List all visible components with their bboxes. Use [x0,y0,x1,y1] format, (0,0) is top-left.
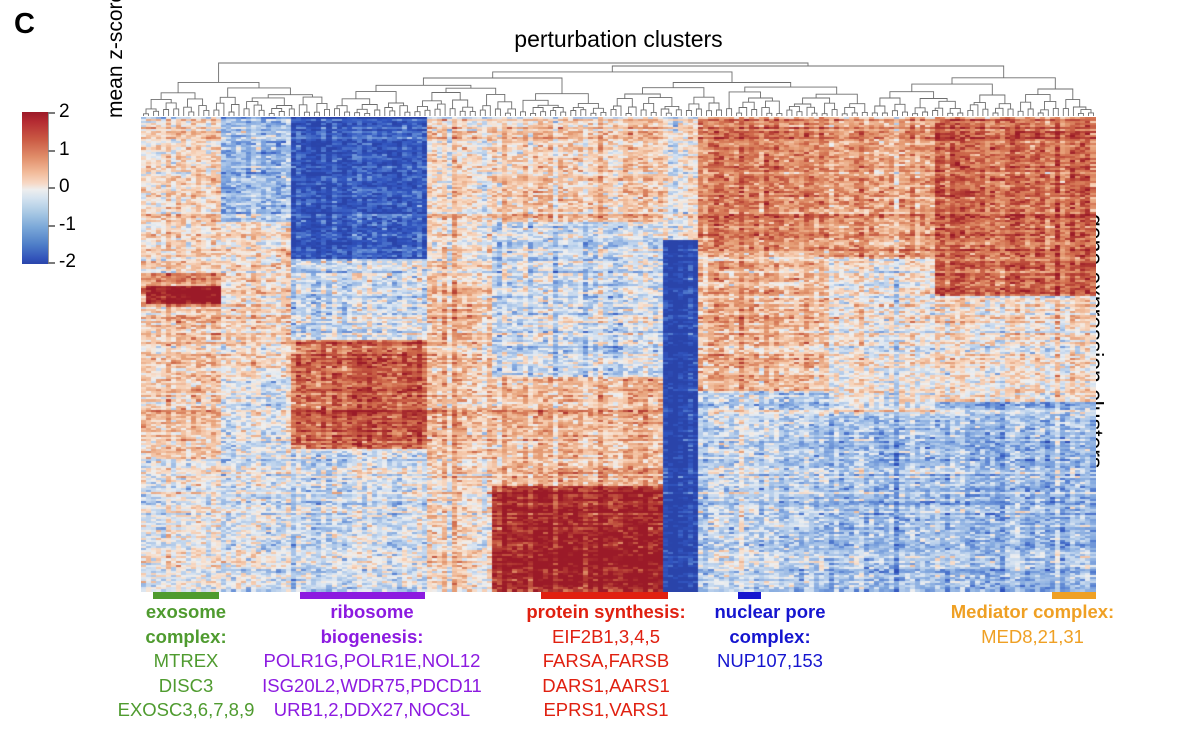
colorbar-tick-mark [48,112,55,114]
cluster-gene-line: ISG20L2,WDR75,PDCD11 [262,674,482,696]
colorbar-tick-label: -1 [59,213,76,235]
cluster-title-line: ribosome [330,601,414,622]
cluster-gene-line: EXOSC3,6,7,8,9 [117,699,255,721]
colorbar-tick-label: 1 [59,138,70,160]
cluster-bar-mediator-complex [1052,592,1096,599]
cluster-label-protein-synthesis: protein synthesis: EIF2B1,3,4,5 FARSA,FARS… [500,600,712,723]
cluster-gene-line: URB1,2,DDX27,NOC3L [273,699,471,721]
panel-label: C [14,8,35,40]
cluster-gene-line: DISC3 [158,674,214,696]
cluster-gene-line: MED8,21,31 [981,625,1084,647]
cluster-bar-ribosome-biogenesis [300,592,425,599]
cluster-gene-line: FARSA,FARSB [542,650,670,672]
colorbar-tick-label: 0 [59,176,70,197]
cluster-bar-protein-synthesis [541,592,668,599]
colorbar-tick-label: -2 [59,251,76,272]
cluster-label-mediator-complex: Mediator complex: MED8,21,31 [925,600,1140,649]
cluster-bar-nuclear-pore-complex [738,592,761,599]
cluster-title-line: complex: [729,625,811,647]
colorbar-gradient [22,112,48,264]
dendrogram-branches [143,62,1094,116]
cluster-bar-exosome-complex [153,592,219,599]
cluster-gene-line: POLR1G,POLR1E,NOL12 [263,650,481,672]
cluster-title-line: Mediator complex: [950,601,1115,622]
cluster-label-nuclear-pore-complex: nuclear pore complex: NUP107,153 [690,600,850,674]
cluster-title-line: nuclear pore [714,601,826,622]
colorbar-tick-mark [48,149,55,152]
colorbar-tick-mark [48,224,55,227]
cluster-gene-line: NUP107,153 [717,650,823,672]
heatmap-canvas [141,117,1096,592]
colorbar: 2 1 0 -1 -2 mean z-score [22,0,132,272]
colorbar-tick-mark [48,187,55,189]
cluster-title-line: protein synthesis: [526,601,686,622]
x-axis-title: perturbation clusters [514,26,723,52]
column-dendrogram [143,62,1094,116]
cluster-title-line: complex: [145,625,227,647]
cluster-label-ribosome-biogenesis: ribosome biogenesis: POLR1G,POLR1E,NOL12 IS… [256,600,488,723]
colorbar-axis-title: mean z-score [104,0,127,118]
cluster-gene-line: DARS1,AARS1 [542,674,670,696]
colorbar-tick-mark [48,262,55,264]
cluster-label-exosome-complex: exosome complex: MTREX DISC3 EXOSC3,6,7,8,9 [100,600,272,723]
cluster-title-line: biogenesis: [320,625,424,647]
cluster-title-line: exosome [145,601,227,622]
cluster-gene-line: EPRS1,VARS1 [543,699,669,721]
colorbar-tick-label: 2 [59,101,70,122]
cluster-gene-line: MTREX [153,650,219,672]
cluster-gene-line: EIF2B1,3,4,5 [552,625,660,647]
heatmap [141,117,1096,592]
